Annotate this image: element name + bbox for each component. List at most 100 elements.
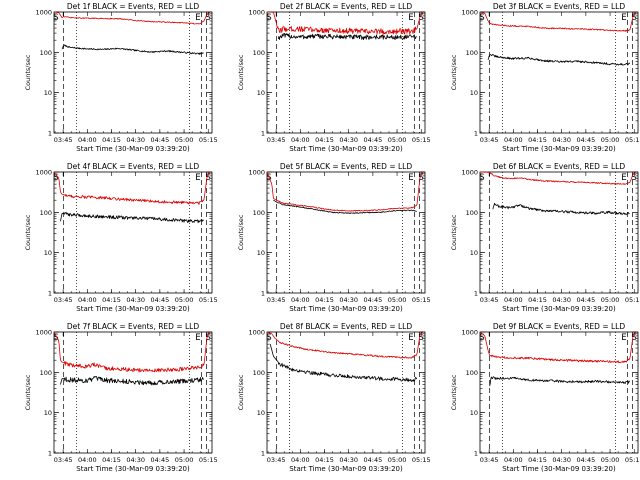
marker-label-s: S: [205, 13, 210, 23]
x-tick-label: 05:15: [412, 296, 431, 304]
x-tick-label: 05:15: [625, 296, 640, 304]
x-tick-label: 04:15: [528, 296, 547, 304]
y-tick-label: 10: [257, 409, 265, 417]
marker-label-s: S: [53, 333, 58, 343]
x-tick-label: 03:45: [480, 296, 499, 304]
trace-lld: [266, 171, 424, 212]
y-tick-label: 1: [474, 450, 478, 458]
trace-lld: [53, 11, 211, 25]
y-tick-label: 100: [253, 369, 265, 377]
x-tick-label: 03:45: [267, 136, 286, 144]
x-axis-label: Start Time (30-Mar-09 03:39:20): [289, 465, 403, 473]
marker-label-s: S: [479, 13, 484, 23]
panel-title: Det 7f BLACK = Events, RED = LLD: [67, 322, 200, 331]
panel-title: Det 2f BLACK = Events, RED = LLD: [280, 2, 413, 11]
plot-frame: [53, 11, 213, 134]
plot-frame: [53, 171, 213, 294]
plot-frame: [479, 11, 639, 134]
x-tick-label: 04:15: [315, 456, 334, 464]
marker-label-s: S: [418, 13, 423, 23]
trace-lld: [53, 171, 211, 205]
plot-frame: [266, 171, 426, 294]
x-tick-label: 04:15: [102, 456, 121, 464]
trace-events: [60, 211, 204, 224]
x-tick-label: 03:45: [267, 296, 286, 304]
y-tick-label: 1: [48, 450, 52, 458]
y-tick-label: 10: [470, 249, 478, 257]
x-tick-label: 04:45: [577, 456, 596, 464]
x-tick-label: 04:30: [552, 296, 571, 304]
x-tick-label: 05:00: [601, 136, 620, 144]
trace-events: [60, 375, 204, 386]
y-tick-label: 1000: [248, 329, 265, 337]
y-tick-label: 10: [44, 89, 52, 97]
y-axis-label: Counts/sec: [450, 214, 458, 250]
x-tick-label: 03:45: [267, 456, 286, 464]
x-tick-label: 04:15: [102, 296, 121, 304]
y-tick-label: 1000: [461, 9, 478, 17]
y-tick-label: 1000: [35, 9, 52, 17]
y-tick-label: 1: [48, 290, 52, 298]
trace-lld: [479, 11, 637, 32]
panel-title: Det 1f BLACK = Events, RED = LLD: [67, 2, 200, 11]
y-tick-label: 1000: [248, 169, 265, 177]
x-axis-label: Start Time (30-Mar-09 03:39:20): [502, 145, 616, 153]
x-tick-label: 05:00: [601, 456, 620, 464]
marker-label-s: S: [631, 173, 636, 183]
x-tick-label: 04:15: [315, 296, 334, 304]
marker-label-e: E: [195, 13, 200, 23]
y-tick-label: 100: [466, 369, 478, 377]
panel-title: Det 6f BLACK = Events, RED = LLD: [493, 162, 626, 171]
y-axis-label: Counts/sec: [24, 374, 32, 410]
y-tick-label: 1: [261, 450, 265, 458]
x-tick-label: 03:45: [480, 456, 499, 464]
trace-events: [277, 32, 417, 41]
x-tick-label: 04:00: [504, 136, 523, 144]
trace-events: [273, 199, 417, 215]
x-tick-label: 04:30: [126, 456, 145, 464]
x-axis-label: Start Time (30-Mar-09 03:39:20): [76, 145, 190, 153]
trace-events: [489, 376, 630, 387]
panel-title: Det 5f BLACK = Events, RED = LLD: [280, 162, 413, 171]
x-tick-label: 04:00: [78, 456, 97, 464]
x-tick-label: 04:30: [552, 456, 571, 464]
x-tick-label: 05:00: [175, 456, 194, 464]
x-tick-label: 04:30: [339, 136, 358, 144]
marker-label-s: S: [631, 13, 636, 23]
trace-events: [492, 202, 630, 216]
x-tick-label: 03:45: [54, 296, 73, 304]
x-axis-label: Start Time (30-Mar-09 03:39:20): [289, 305, 403, 313]
marker-label-s: S: [205, 173, 210, 183]
y-tick-label: 10: [44, 409, 52, 417]
trace-lld: [479, 171, 637, 185]
x-tick-label: 04:15: [528, 136, 547, 144]
y-tick-label: 10: [470, 409, 478, 417]
x-tick-label: 04:30: [339, 456, 358, 464]
marker-label-e: E: [621, 173, 626, 183]
marker-label-s: S: [205, 333, 210, 343]
x-tick-label: 04:30: [126, 296, 145, 304]
x-tick-label: 05:00: [388, 456, 407, 464]
x-tick-label: 04:45: [151, 136, 170, 144]
marker-label-e: E: [408, 173, 413, 183]
y-axis-label: Counts/sec: [450, 374, 458, 410]
y-tick-label: 1000: [35, 169, 52, 177]
x-tick-label: 04:15: [528, 456, 547, 464]
panel-det-6f: Det 6f BLACK = Events, RED = LLD 1 10 100 10…: [450, 162, 640, 313]
x-tick-label: 05:15: [625, 136, 640, 144]
x-tick-label: 04:15: [102, 136, 121, 144]
x-tick-label: 04:00: [504, 296, 523, 304]
x-axis-label: Start Time (30-Mar-09 03:39:20): [502, 305, 616, 313]
x-tick-label: 04:00: [291, 296, 310, 304]
x-tick-label: 04:45: [364, 456, 383, 464]
trace-events: [61, 44, 204, 55]
x-tick-label: 04:00: [291, 136, 310, 144]
x-tick-label: 04:00: [78, 136, 97, 144]
y-tick-label: 1: [261, 290, 265, 298]
x-tick-label: 04:45: [151, 456, 170, 464]
y-tick-label: 1000: [35, 329, 52, 337]
x-tick-label: 04:30: [552, 136, 571, 144]
x-tick-label: 05:00: [601, 296, 620, 304]
panel-det-2f: Det 2f BLACK = Events, RED = LLD 1 10 100 10…: [237, 2, 431, 153]
x-tick-label: 04:45: [151, 296, 170, 304]
